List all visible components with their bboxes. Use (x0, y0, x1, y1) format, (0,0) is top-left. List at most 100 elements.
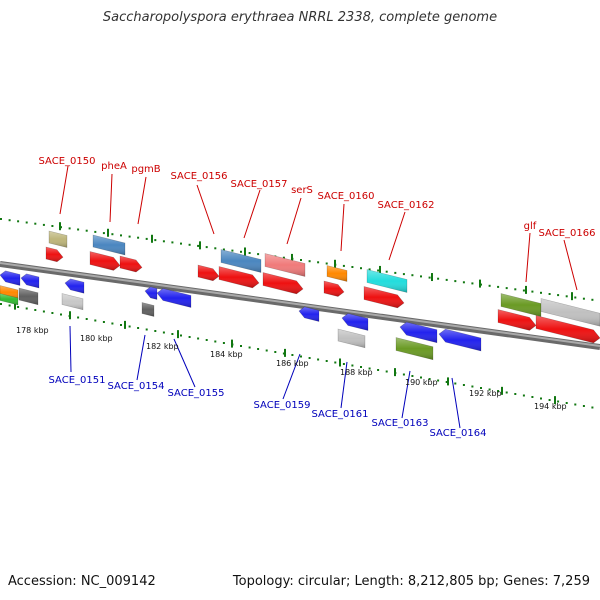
upper-track-dot (385, 270, 388, 273)
lower-track-dot (102, 321, 105, 323)
lower-track-dot (411, 375, 414, 377)
gene-label-reverse: SACE_0155 (168, 388, 225, 399)
lower-track-dot (351, 364, 354, 367)
genome-title: Saccharopolyspora erythraea NRRL 2338, c… (102, 10, 498, 25)
lower-track-dot (540, 397, 542, 400)
upper-track-dot (171, 241, 174, 244)
lower-track-dot (325, 360, 328, 362)
gene-arrow-sace-0163-shade (399, 321, 438, 344)
leader-line-reverse (282, 353, 301, 400)
leader-line-reverse (69, 325, 72, 373)
gene-arrow-sace-0151-shade (64, 278, 85, 294)
tick-label: 184 kbp (210, 350, 243, 359)
upper-track-dot (591, 298, 594, 301)
tick-label: 178 kbp (16, 326, 49, 335)
upper-track-dot (94, 230, 97, 233)
upper-track-dot (8, 219, 11, 222)
tick-label: 188 kbp (340, 368, 373, 377)
lower-track-dot (60, 313, 62, 316)
upper-track-dot (488, 284, 491, 287)
lower-track-dot (137, 327, 140, 329)
lower-track-dot (514, 393, 517, 395)
label-leader-lines (59, 165, 578, 429)
accession-text: Accession: NC_009142 (8, 574, 156, 589)
upper-track-dot (565, 295, 568, 298)
upper-track-dot (360, 267, 362, 270)
tick-label: 180 kbp (80, 334, 113, 343)
lower-track-dot (197, 337, 200, 340)
genome-backbone (0, 261, 600, 350)
gene-box-glf-shade (500, 293, 542, 317)
upper-track-dot (42, 223, 45, 226)
gene-arrow-glf-shade (497, 309, 537, 331)
gene-label-forward: SACE_0160 (318, 191, 375, 202)
lower-track-dot (582, 405, 585, 407)
gene-label-forward: glf (524, 221, 537, 232)
gene-arrow-sace-0164-shade (438, 328, 482, 352)
gene-label-reverse: SACE_0154 (108, 381, 165, 392)
lower-track-dot (0, 303, 2, 305)
leader-line-forward (243, 189, 261, 239)
gene-box-sers-upper-shade (264, 253, 306, 277)
upper-track-dot (317, 261, 320, 264)
lower-track-dot (368, 367, 371, 370)
upper-track-dot (77, 228, 80, 231)
lower-track-dot (574, 403, 577, 406)
lower-track-dot (565, 402, 568, 404)
upper-track-dot (197, 244, 200, 247)
lower-track-dot (531, 396, 534, 398)
lower-track-dot (188, 336, 191, 338)
leader-line-forward (286, 197, 302, 245)
leader-line-reverse (136, 334, 146, 381)
upper-track-dot (120, 234, 122, 237)
lower-track-dot (342, 363, 345, 365)
leader-line-reverse (340, 361, 348, 409)
upper-track-dot (180, 242, 182, 245)
lower-track-dot (557, 400, 560, 403)
gene-arrow-left-edge-shade (0, 270, 21, 286)
gene-label-forward: pheA (101, 161, 127, 172)
gene-arrow-sace-0149-shade (20, 273, 40, 289)
gene-label-reverse: SACE_0164 (430, 428, 487, 439)
lower-track-dot (17, 306, 20, 308)
upper-track-dot (540, 291, 542, 294)
upper-track-dot (531, 290, 534, 293)
upper-track-dot (351, 266, 354, 268)
gene-label-forward: serS (291, 185, 313, 196)
lower-track-dot (248, 346, 251, 349)
lower-track-dot (462, 384, 465, 386)
gene-label-reverse: SACE_0161 (312, 409, 369, 420)
upper-track-dot (214, 247, 217, 250)
upper-track-dot (420, 275, 422, 278)
upper-track-dot (154, 239, 157, 242)
leader-line-forward (563, 239, 578, 291)
upper-track-dot (411, 274, 414, 277)
upper-track-dot (548, 293, 551, 295)
lower-track-dot (445, 381, 448, 383)
lower-track-dot (377, 369, 380, 371)
upper-track-dot (368, 268, 371, 271)
upper-track-dot (454, 280, 457, 283)
upper-track-dot (137, 236, 140, 239)
upper-track-dot (445, 278, 448, 281)
upper-track-dot (205, 246, 208, 249)
lower-track-dot (505, 391, 508, 394)
lower-track-dot (300, 355, 302, 358)
gene-arrow-sace-0166-shade (535, 315, 600, 344)
upper-track-dot (17, 220, 20, 223)
gene-label-reverse: SACE_0151 (49, 375, 106, 386)
gene-arrow-sace-0159-shade (298, 306, 320, 322)
lower-track-dot (420, 376, 422, 379)
lower-track-dot (111, 322, 114, 325)
gene-arrow-sace-0160-shade (323, 280, 345, 297)
gene-box-sace-0151-shade (61, 293, 84, 311)
upper-track-dot (471, 282, 474, 285)
gene-box-sace-0150-shade (48, 230, 68, 248)
leader-line-reverse (451, 377, 461, 429)
upper-track-dot (377, 269, 380, 272)
upper-track-dot (308, 260, 311, 263)
lower-track-dot (402, 373, 405, 376)
lower-track-dot (222, 342, 225, 344)
upper-track-dot (85, 229, 88, 232)
